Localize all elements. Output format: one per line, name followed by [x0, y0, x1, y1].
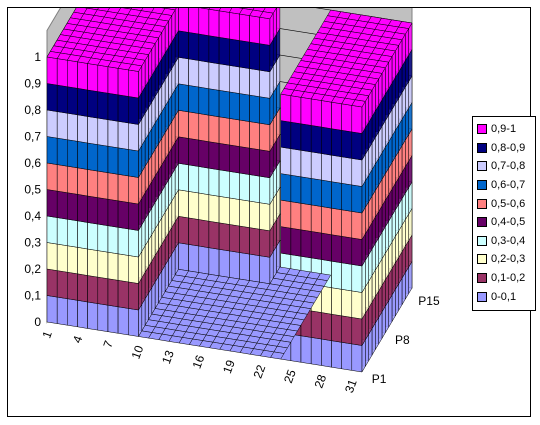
surface-band: [218, 37, 230, 66]
surface-band: [239, 225, 250, 255]
surface-band: [218, 10, 230, 40]
surface-band: [178, 189, 189, 219]
surface-band: [259, 122, 271, 152]
surface-band: [178, 8, 189, 33]
chart-plot: 00,10,20,30,40,50,60,70,80,911 4 7 10 13 16 19…: [24, 8, 440, 395]
surface-band: [208, 141, 220, 171]
surface-band: [198, 219, 210, 248]
surface-band: [239, 119, 250, 149]
surface-band: [178, 216, 189, 245]
surface-band: [249, 200, 260, 230]
surface-band: [229, 65, 240, 94]
surface-band: [239, 13, 250, 43]
surface-band: [178, 57, 189, 86]
surface-band: [249, 227, 260, 256]
surface-band: [249, 94, 260, 124]
surface-band: [259, 202, 271, 232]
surface-band: [188, 111, 200, 141]
surface-band: [188, 32, 200, 61]
surface-band: [198, 113, 210, 142]
surface-band: [239, 172, 250, 202]
surface-band: [259, 175, 271, 205]
surface-band: [188, 138, 200, 167]
surface-band: [259, 96, 271, 126]
surface-band: [198, 245, 210, 275]
surface-band: [218, 143, 230, 172]
surface-band: [229, 91, 240, 121]
surface-band: [259, 228, 271, 258]
surface-band: [259, 255, 271, 285]
surface-band: [198, 60, 210, 89]
surface-top: [208, 8, 222, 12]
surface-band: [178, 110, 189, 139]
surface-top: [200, 8, 210, 10]
surface-band: [188, 58, 200, 88]
surface-band: [218, 116, 230, 146]
surface-band: [218, 169, 230, 199]
surface-band: [229, 171, 240, 200]
surface-band: [208, 167, 220, 197]
surface-band: [218, 90, 230, 119]
surface-band: [229, 12, 240, 41]
surface-band: [178, 136, 189, 166]
surface-band: [239, 199, 250, 228]
surface-top: [259, 11, 274, 20]
surface-band: [259, 69, 271, 99]
surface-band: [208, 8, 220, 38]
surface-band: [229, 197, 240, 227]
surface-band: [239, 66, 250, 96]
surface-band: [249, 68, 260, 97]
surface-band: [178, 83, 189, 113]
surface-top: [218, 8, 233, 13]
surface-band: [178, 163, 189, 192]
surface-band: [229, 250, 240, 280]
surface-band: [239, 146, 250, 175]
surface-band: [198, 192, 210, 222]
surface-band: [188, 217, 200, 247]
surface-band: [208, 194, 220, 224]
surface-band: [198, 86, 210, 116]
surface-band: [249, 121, 260, 150]
surface-band: [249, 15, 260, 44]
surface-band: [178, 242, 189, 272]
surface-band: [249, 253, 260, 283]
surface-band: [229, 118, 240, 147]
surface-band: [188, 191, 200, 220]
surface-band: [218, 222, 230, 252]
surface-band: [239, 252, 250, 281]
surface-band: [218, 249, 230, 278]
surface-band: [208, 61, 220, 91]
surface-band: [218, 196, 230, 225]
surface-band: [239, 40, 250, 69]
surface-band: [208, 220, 220, 250]
surface-band: [259, 16, 271, 46]
surface-band: [198, 33, 210, 63]
surface-band: [208, 88, 220, 118]
surface-band: [198, 166, 210, 195]
surface-band: [249, 174, 260, 203]
surface-band: [198, 8, 210, 36]
surface-band: [188, 85, 200, 114]
surface-band: [259, 43, 271, 73]
surface-band: [188, 244, 200, 273]
surface-band: [239, 93, 250, 122]
surface-band: [198, 139, 210, 169]
surface-band: [249, 147, 260, 177]
surface-band: [259, 149, 271, 179]
surface-band: [208, 114, 220, 144]
surface-band: [229, 38, 240, 68]
surface-band: [178, 30, 189, 60]
chart-frame: 0 0,1 0,2 0,3 0,4 0,5 0,6 0,7 0,8 0,9 1 1 4 7 10 13 16 19…: [7, 7, 536, 417]
surface-band: [229, 144, 240, 174]
surface-band: [249, 41, 260, 71]
surface-band: [208, 247, 220, 277]
surface-band: [208, 35, 220, 65]
surface-band: [188, 164, 200, 194]
surface-band: [218, 63, 230, 93]
surface-band: [188, 8, 200, 35]
surface-band: [229, 224, 240, 253]
